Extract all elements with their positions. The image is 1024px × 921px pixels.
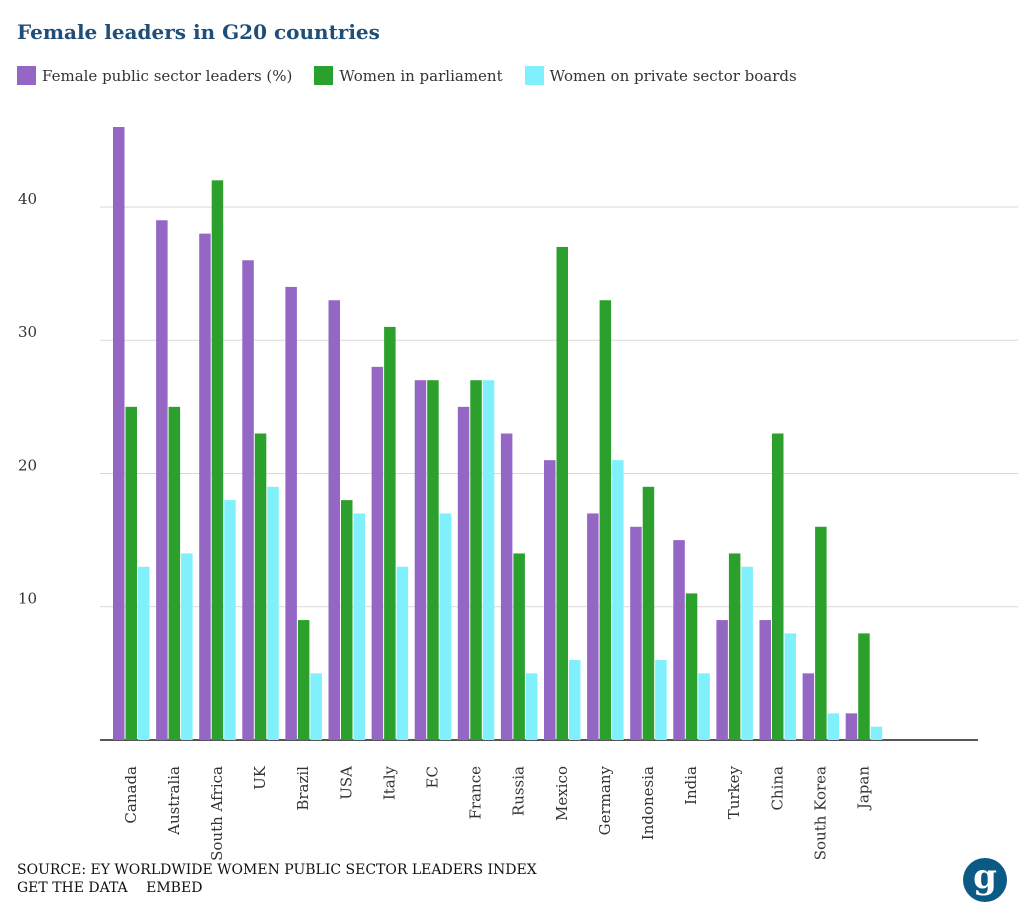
bar-india-2[interactable]	[698, 673, 710, 740]
bar-uk-1[interactable]	[254, 433, 267, 741]
bar-russia-1[interactable]	[513, 553, 525, 740]
bar-australia-2[interactable]	[181, 553, 193, 740]
bar-indonesia-0[interactable]	[630, 526, 642, 740]
bar-turkey-1[interactable]	[728, 553, 741, 740]
x-tick-label: Australia	[165, 766, 183, 836]
x-tick-label: UK	[251, 765, 269, 790]
x-tick-label: USA	[337, 766, 355, 800]
y-tick-label: 10	[18, 590, 37, 608]
bar-usa-0[interactable]	[328, 300, 341, 740]
bar-india-0[interactable]	[673, 540, 685, 740]
bar-brazil-1[interactable]	[297, 620, 310, 740]
x-tick-label: Indonesia	[639, 766, 657, 840]
chart-title: Female leaders in G20 countries	[17, 20, 380, 44]
bar-russia-2[interactable]	[525, 673, 538, 740]
legend-item-parliament[interactable]: Women in parliament	[314, 66, 503, 85]
x-tick-label: Russia	[510, 766, 528, 816]
x-tick-label: South Korea	[811, 766, 829, 860]
bar-germany-1[interactable]	[599, 300, 612, 740]
bar-japan-2[interactable]	[870, 726, 883, 740]
bar-brazil-0[interactable]	[285, 286, 297, 740]
bar-south-korea-0[interactable]	[802, 673, 815, 740]
x-tick-label: Japan	[854, 766, 872, 812]
bar-indonesia-1[interactable]	[642, 486, 655, 740]
bar-usa-1[interactable]	[341, 500, 353, 740]
legend: Female public sector leaders (%) Women i…	[17, 66, 819, 85]
embed-link[interactable]: EMBED	[146, 880, 203, 896]
bar-australia-1[interactable]	[168, 406, 181, 740]
bar-india-1[interactable]	[685, 593, 698, 740]
bar-canada-1[interactable]	[125, 406, 138, 740]
legend-swatch-private-boards	[524, 66, 544, 85]
bar-turkey-0[interactable]	[716, 620, 728, 740]
bar-canada-0[interactable]	[113, 127, 125, 740]
bar-chart: 10 20 30 40 Canada Australia South Africa UK Bra…	[18, 127, 1018, 860]
bar-south-africa-2[interactable]	[224, 500, 236, 740]
bar-ec-0[interactable]	[414, 380, 427, 740]
bar-italy-0[interactable]	[371, 366, 384, 740]
x-tick-label: EC	[423, 766, 441, 788]
bar-france-2[interactable]	[482, 380, 495, 740]
x-tick-label: Turkey	[725, 765, 743, 819]
x-tick-label: Canada	[122, 766, 140, 824]
bar-south-korea-2[interactable]	[827, 713, 840, 740]
bar-south-africa-1[interactable]	[211, 180, 224, 741]
legend-item-private-boards[interactable]: Women on private sector boards	[524, 66, 797, 85]
legend-item-public-sector[interactable]: Female public sector leaders (%)	[17, 66, 292, 85]
x-tick-label: Italy	[380, 765, 398, 800]
bar-italy-1[interactable]	[384, 326, 396, 740]
guardian-logo-icon: g	[963, 858, 1007, 902]
bar-uk-0[interactable]	[242, 260, 254, 740]
bar-mexico-0[interactable]	[544, 460, 556, 740]
x-tick-label: South Africa	[208, 766, 226, 860]
bar-italy-2[interactable]	[396, 566, 409, 740]
x-tick-label: Germany	[596, 765, 614, 835]
bar-uk-2[interactable]	[267, 486, 279, 740]
legend-label-private-boards: Women on private sector boards	[549, 66, 797, 85]
bar-china-1[interactable]	[772, 433, 784, 741]
bar-mexico-2[interactable]	[569, 660, 581, 740]
bar-turkey-2[interactable]	[741, 566, 753, 740]
bar-canada-2[interactable]	[138, 566, 150, 740]
legend-label-public-sector: Female public sector leaders (%)	[42, 66, 293, 85]
legend-swatch-parliament	[314, 66, 334, 85]
y-tick-label: 40	[18, 190, 37, 208]
bar-brazil-2[interactable]	[310, 673, 322, 740]
bar-mexico-1[interactable]	[556, 246, 569, 740]
bar-france-1[interactable]	[470, 380, 482, 740]
x-tick-label: China	[768, 766, 786, 811]
bar-indonesia-2[interactable]	[655, 660, 667, 740]
legend-label-parliament: Women in parliament	[339, 66, 503, 85]
x-tick-label: India	[682, 766, 700, 805]
x-tick-label: Mexico	[553, 766, 571, 821]
y-tick-label: 20	[18, 456, 37, 474]
x-tick-label: France	[467, 766, 485, 820]
x-tick-label: Brazil	[294, 766, 312, 811]
bar-ec-1[interactable]	[427, 380, 439, 740]
bar-china-0[interactable]	[759, 620, 772, 740]
bar-south-korea-1[interactable]	[815, 526, 827, 740]
bar-japan-0[interactable]	[845, 713, 858, 740]
bar-south-africa-0[interactable]	[199, 233, 211, 740]
bar-russia-0[interactable]	[500, 433, 513, 741]
bar-ec-2[interactable]	[439, 513, 452, 740]
bar-australia-0[interactable]	[156, 220, 168, 741]
get-the-data-link[interactable]: GET THE DATA	[17, 880, 128, 896]
source-note: SOURCE: EY WORLDWIDE WOMEN PUBLIC SECTOR…	[17, 862, 537, 878]
bar-france-0[interactable]	[457, 406, 470, 740]
y-tick-label: 30	[18, 323, 37, 341]
bar-usa-2[interactable]	[353, 513, 366, 740]
bar-china-2[interactable]	[784, 633, 797, 740]
bar-japan-1[interactable]	[858, 633, 870, 740]
bar-germany-0[interactable]	[587, 513, 599, 740]
bar-germany-2[interactable]	[612, 460, 624, 740]
legend-swatch-public-sector	[17, 66, 36, 85]
footer-links: GET THE DATA EMBED	[17, 880, 216, 896]
